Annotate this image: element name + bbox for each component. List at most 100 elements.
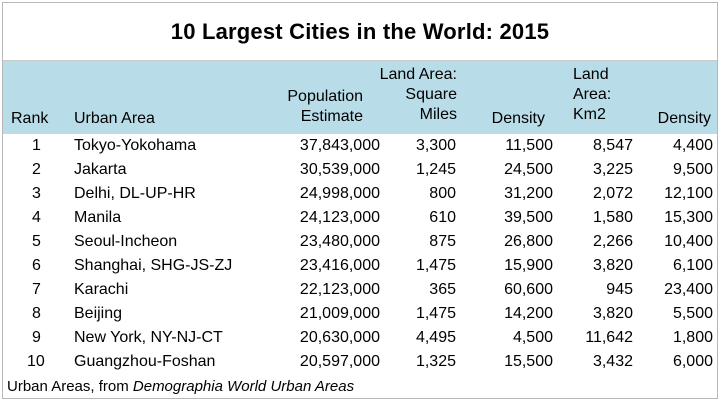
cell-square-miles: 1,325 xyxy=(415,353,456,370)
cell-density-mi: 15,900 xyxy=(504,257,553,274)
table-frame: 10 Largest Cities in the World: 2015 Ran… xyxy=(2,2,718,399)
cell-km2: 945 xyxy=(606,281,633,298)
cell-density-mi: 15,500 xyxy=(504,353,553,370)
cell-km2: 1,580 xyxy=(592,209,633,226)
cell-square-miles: 610 xyxy=(429,209,456,226)
cell-km2: 3,432 xyxy=(592,353,633,370)
cell-population: 30,539,000 xyxy=(299,161,380,178)
cell-population: 37,843,000 xyxy=(299,137,380,154)
cell-density-mi: 31,200 xyxy=(504,185,553,202)
cell-density-mi: 14,200 xyxy=(504,305,553,322)
cell-urban-area: Seoul-Incheon xyxy=(74,233,178,250)
cell-density-mi: 26,800 xyxy=(504,233,553,250)
cell-urban-area: Beijing xyxy=(74,305,123,322)
cell-population: 24,123,000 xyxy=(299,209,380,226)
cell-rank: 5 xyxy=(32,233,41,250)
table-row: 2 Jakarta 30,539,000 1,245 24,500 3,225 … xyxy=(3,158,717,182)
cell-square-miles: 365 xyxy=(429,281,456,298)
cell-density-km: 23,400 xyxy=(664,281,713,298)
col-header-land-sq-miles: Land Area: Square Miles xyxy=(375,65,457,125)
cell-urban-area: New York, NY-NJ-CT xyxy=(74,329,223,346)
cell-km2: 11,642 xyxy=(585,329,633,346)
col-header-land-km2-line2: Area: xyxy=(573,86,612,103)
source-title: Demographia World Urban Areas xyxy=(132,378,355,395)
title-bar: 10 Largest Cities in the World: 2015 xyxy=(3,3,717,61)
cell-km2: 3,820 xyxy=(592,257,633,274)
col-header-land-km2: Land Area: Km2 xyxy=(573,65,633,125)
cell-rank: 1 xyxy=(32,137,41,154)
cell-rank: 9 xyxy=(32,329,41,346)
cell-rank: 3 xyxy=(32,185,41,202)
table-row: 8 Beijing 21,009,000 1,475 14,200 3,820 … xyxy=(3,302,717,326)
cell-square-miles: 4,495 xyxy=(415,329,456,346)
cell-density-km: 9,500 xyxy=(672,161,713,178)
cell-population: 24,998,000 xyxy=(299,185,380,202)
cell-density-km: 4,400 xyxy=(672,137,713,154)
cell-population: 23,480,000 xyxy=(299,233,380,250)
col-header-urban-area: Urban Area xyxy=(74,110,155,127)
cell-rank: 4 xyxy=(32,209,41,226)
table-row: 3 Delhi, DL-UP-HR 24,998,000 800 31,200 … xyxy=(3,182,717,206)
col-header-land-km2-line3: Km2 xyxy=(573,106,606,123)
cell-population: 20,597,000 xyxy=(299,353,380,370)
cell-urban-area: Jakarta xyxy=(74,161,127,178)
cell-density-km: 5,500 xyxy=(672,305,713,322)
col-header-rank: Rank xyxy=(11,110,49,127)
table-row: 9 New York, NY-NJ-CT 20,630,000 4,495 4,… xyxy=(3,326,717,350)
cell-km2: 2,266 xyxy=(592,233,633,250)
cell-density-mi: 39,500 xyxy=(504,209,553,226)
cell-density-km: 6,100 xyxy=(672,257,713,274)
cell-urban-area: Tokyo-Yokohama xyxy=(74,137,197,154)
table-row: 1 Tokyo-Yokohama 37,843,000 3,300 11,500… xyxy=(3,134,717,158)
table-row: 4 Manila 24,123,000 610 39,500 1,580 15,… xyxy=(3,206,717,230)
col-header-land-sq-miles-line3: Miles xyxy=(419,106,457,123)
source-note: Urban Areas, from Demographia World Urba… xyxy=(7,377,354,397)
cell-square-miles: 3,300 xyxy=(415,137,456,154)
table-row: 7 Karachi 22,123,000 365 60,600 945 23,4… xyxy=(3,278,717,302)
cell-square-miles: 1,245 xyxy=(415,161,456,178)
cell-density-mi: 11,500 xyxy=(505,137,553,154)
cell-density-mi: 4,500 xyxy=(512,329,553,346)
cell-km2: 3,225 xyxy=(592,161,633,178)
cell-rank: 2 xyxy=(32,161,41,178)
cell-population: 23,416,000 xyxy=(299,257,380,274)
cell-density-km: 6,000 xyxy=(672,353,713,370)
col-header-density-mi: Density xyxy=(491,110,545,127)
col-header-land-km2-line1: Land xyxy=(573,66,609,83)
cell-urban-area: Manila xyxy=(74,209,122,226)
col-header-density-km: Density xyxy=(657,110,711,127)
cell-density-km: 12,100 xyxy=(664,185,713,202)
cell-urban-area: Shanghai, SHG-JS-ZJ xyxy=(74,257,233,274)
cell-urban-area: Delhi, DL-UP-HR xyxy=(74,185,196,202)
cell-population: 20,630,000 xyxy=(299,329,380,346)
cell-square-miles: 800 xyxy=(429,185,456,202)
cell-square-miles: 1,475 xyxy=(415,257,456,274)
cell-density-km: 15,300 xyxy=(664,209,713,226)
table-row: 10 Guangzhou-Foshan 20,597,000 1,325 15,… xyxy=(3,350,717,374)
table-body: 1 Tokyo-Yokohama 37,843,000 3,300 11,500… xyxy=(3,134,717,374)
cell-square-miles: 1,475 xyxy=(415,305,456,322)
cell-urban-area: Karachi xyxy=(74,281,129,298)
cell-rank: 7 xyxy=(32,281,41,298)
cell-rank: 8 xyxy=(32,305,41,322)
table-title: 10 Largest Cities in the World: 2015 xyxy=(170,18,550,44)
cell-urban-area: Guangzhou-Foshan xyxy=(74,353,216,370)
col-header-population-line1: Population xyxy=(287,88,363,105)
cell-km2: 3,820 xyxy=(592,305,633,322)
cell-km2: 2,072 xyxy=(592,185,633,202)
col-header-population: Population Estimate xyxy=(265,87,363,127)
cell-density-km: 1,800 xyxy=(672,329,713,346)
source-prefix: Urban Areas, from xyxy=(7,378,133,395)
cell-density-km: 10,400 xyxy=(664,233,713,250)
cell-square-miles: 875 xyxy=(429,233,456,250)
cell-rank: 10 xyxy=(27,353,45,370)
table-row: 6 Shanghai, SHG-JS-ZJ 23,416,000 1,475 1… xyxy=(3,254,717,278)
cell-density-mi: 24,500 xyxy=(504,161,553,178)
col-header-population-line2: Estimate xyxy=(300,108,363,125)
table-header: Rank Urban Area Population Estimate Land… xyxy=(3,61,717,134)
cell-density-mi: 60,600 xyxy=(504,281,553,298)
cell-population: 22,123,000 xyxy=(299,281,380,298)
table-row: 5 Seoul-Incheon 23,480,000 875 26,800 2,… xyxy=(3,230,717,254)
cell-population: 21,009,000 xyxy=(299,305,380,322)
col-header-land-sq-miles-line2: Square xyxy=(405,86,457,103)
